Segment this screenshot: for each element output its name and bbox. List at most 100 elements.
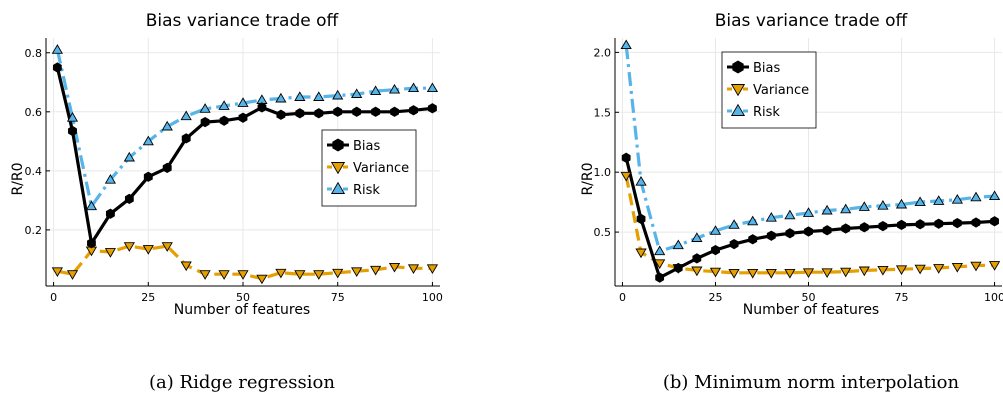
data-point-risk bbox=[765, 212, 777, 222]
data-point-variance bbox=[951, 262, 963, 273]
y-tick-label: 1.0 bbox=[594, 166, 612, 179]
data-point-risk bbox=[294, 91, 306, 101]
data-point-bias bbox=[200, 116, 210, 128]
data-point-bias bbox=[711, 244, 720, 256]
data-point-risk bbox=[672, 239, 684, 250]
series-line-bias bbox=[624, 157, 995, 280]
x-tick-label: 50 bbox=[802, 291, 816, 304]
data-point-variance bbox=[654, 259, 666, 269]
data-point-bias bbox=[371, 106, 381, 117]
data-point-bias bbox=[295, 108, 305, 119]
data-point-risk bbox=[654, 245, 666, 256]
data-point-risk bbox=[970, 191, 982, 202]
data-point-bias bbox=[52, 62, 62, 73]
data-point-bias bbox=[68, 125, 77, 137]
legend-swatch-marker bbox=[332, 138, 344, 152]
legend-label-bias: Bias bbox=[353, 139, 380, 154]
data-point-risk bbox=[951, 194, 963, 204]
data-point-bias bbox=[314, 108, 324, 119]
data-point-bias bbox=[655, 272, 665, 283]
data-point-bias bbox=[952, 217, 962, 229]
data-point-bias bbox=[352, 106, 362, 117]
data-point-bias bbox=[673, 262, 683, 274]
panel-ridge-regression: Bias variance trade off Number of featur… bbox=[10, 11, 443, 393]
data-point-bias bbox=[748, 234, 758, 245]
y-tick-label: 0.8 bbox=[25, 47, 43, 60]
data-point-bias bbox=[257, 102, 267, 113]
data-point-variance bbox=[407, 264, 420, 274]
data-point-variance bbox=[988, 261, 1001, 271]
data-point-risk bbox=[104, 174, 116, 184]
data-point-variance bbox=[426, 264, 439, 274]
legend-label-risk: Risk bbox=[753, 105, 780, 120]
data-point-bias bbox=[859, 222, 869, 233]
data-point-variance bbox=[620, 171, 632, 182]
chart-title: Bias variance trade off bbox=[146, 11, 340, 31]
data-point-bias bbox=[181, 133, 191, 144]
legend-label-bias: Bias bbox=[753, 61, 780, 76]
y-tick-label: 2.0 bbox=[594, 46, 612, 59]
y-tick-label: 1.5 bbox=[594, 106, 612, 119]
data-point-risk bbox=[635, 176, 647, 186]
y-tick-label: 0.2 bbox=[25, 224, 43, 237]
data-point-risk bbox=[370, 85, 382, 96]
data-point-risk bbox=[784, 209, 796, 220]
data-point-variance bbox=[821, 268, 833, 278]
legend-label-variance: Variance bbox=[753, 83, 809, 98]
data-point-risk bbox=[914, 196, 926, 207]
y-tick-label: 0.6 bbox=[25, 106, 43, 119]
x-tick-label: 25 bbox=[708, 291, 722, 304]
data-point-variance bbox=[351, 267, 363, 277]
y-axis-label: R/R0 bbox=[10, 162, 26, 195]
data-point-risk bbox=[933, 195, 945, 205]
data-point-bias bbox=[409, 105, 418, 116]
data-point-variance bbox=[66, 270, 79, 280]
x-tick-label: 75 bbox=[895, 291, 909, 304]
legend-label-risk: Risk bbox=[353, 183, 380, 198]
data-point-bias bbox=[692, 253, 702, 264]
data-point-bias bbox=[621, 152, 631, 163]
data-point-variance bbox=[784, 268, 796, 279]
data-point-variance bbox=[123, 242, 135, 252]
data-point-bias bbox=[87, 238, 96, 249]
data-point-variance bbox=[161, 242, 173, 252]
data-point-bias bbox=[804, 226, 813, 237]
data-point-bias bbox=[971, 217, 981, 228]
x-axis-label: Number of features bbox=[174, 302, 310, 318]
data-point-bias bbox=[276, 109, 286, 120]
legend: Bias Variance Risk bbox=[321, 129, 417, 207]
panel-minimum-norm-interpolation: Bias variance trade off Number of featur… bbox=[580, 11, 1003, 393]
data-point-risk bbox=[388, 83, 401, 94]
data-point-risk bbox=[747, 215, 759, 226]
data-point-risk bbox=[426, 82, 439, 93]
x-tick-label: 50 bbox=[236, 291, 250, 304]
y-axis-label: R/R0 bbox=[580, 162, 596, 195]
data-point-variance bbox=[237, 270, 249, 280]
data-point-bias bbox=[390, 106, 399, 117]
data-point-risk bbox=[877, 200, 889, 210]
x-tick-label: 25 bbox=[141, 291, 155, 304]
data-point-variance bbox=[728, 268, 740, 279]
data-point-bias bbox=[143, 171, 153, 182]
data-point-risk bbox=[407, 82, 420, 93]
figure-caption: (b) Minimum norm interpolation bbox=[663, 372, 960, 393]
x-tick-label: 100 bbox=[422, 291, 443, 304]
data-point-variance bbox=[895, 265, 908, 275]
x-tick-label: 0 bbox=[50, 291, 57, 304]
legend-swatch-marker bbox=[732, 60, 744, 74]
data-point-bias bbox=[990, 216, 999, 227]
data-point-bias bbox=[915, 219, 925, 230]
data-point-bias bbox=[105, 208, 115, 219]
data-point-bias bbox=[897, 219, 906, 231]
data-point-variance bbox=[709, 267, 722, 278]
data-point-variance bbox=[51, 267, 63, 277]
data-point-risk bbox=[728, 219, 740, 229]
data-point-risk bbox=[709, 225, 722, 235]
data-point-risk bbox=[161, 120, 173, 131]
data-point-bias bbox=[333, 106, 343, 117]
data-point-variance bbox=[218, 270, 230, 280]
data-point-risk bbox=[237, 97, 249, 107]
data-point-risk bbox=[256, 94, 268, 104]
data-point-variance bbox=[858, 266, 870, 277]
data-point-risk bbox=[199, 103, 211, 113]
